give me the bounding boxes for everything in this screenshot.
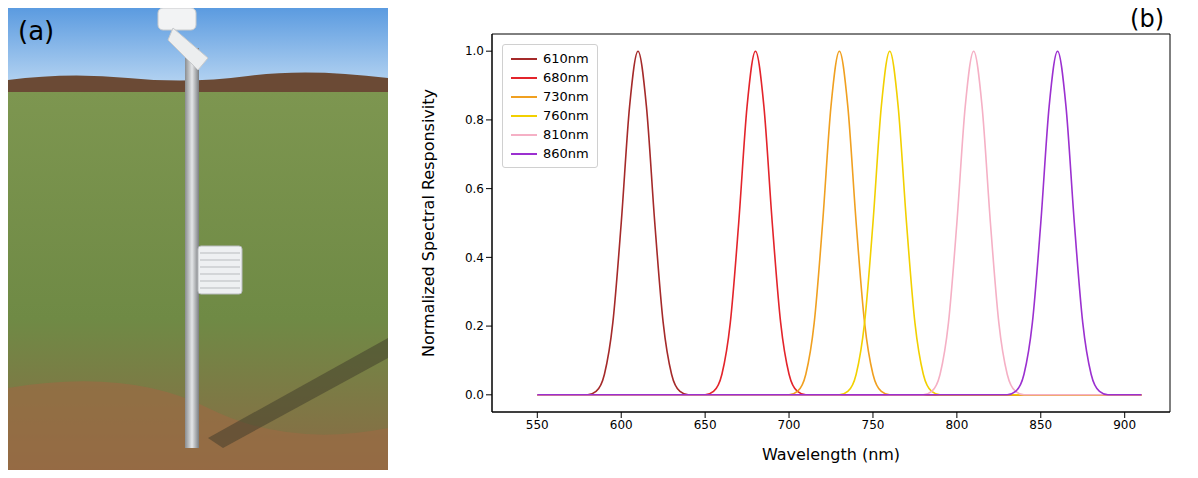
svg-text:0.2: 0.2 — [465, 319, 484, 333]
svg-text:Wavelength (nm): Wavelength (nm) — [762, 445, 900, 464]
svg-text:550: 550 — [526, 418, 549, 432]
html-text:760nm: 760nm — [543, 108, 589, 123]
svg-text:700: 700 — [778, 418, 801, 432]
svg-text:750: 750 — [862, 418, 885, 432]
html-text:860nm: 860nm — [543, 146, 589, 161]
svg-text:900: 900 — [1113, 418, 1136, 432]
svg-text:(a): (a) — [18, 16, 54, 46]
html-text:680nm: 680nm — [543, 70, 589, 85]
svg-text:800: 800 — [945, 418, 968, 432]
html-text:610nm: 610nm — [543, 51, 589, 66]
svg-text:0.0: 0.0 — [465, 388, 484, 402]
svg-text:600: 600 — [610, 418, 633, 432]
html-text:810nm: 810nm — [543, 127, 589, 142]
svg-text:0.8: 0.8 — [465, 113, 484, 127]
html-text:(b): (b) — [1130, 5, 1164, 33]
svg-text:850: 850 — [1029, 418, 1052, 432]
svg-text:0.6: 0.6 — [465, 182, 484, 196]
html-text:730nm: 730nm — [543, 89, 589, 104]
svg-text:Normalized Spectral Responsivi: Normalized Spectral Responsivity — [419, 89, 438, 357]
svg-text:0.4: 0.4 — [465, 251, 484, 265]
svg-text:650: 650 — [694, 418, 717, 432]
svg-text:1.0: 1.0 — [465, 44, 484, 58]
